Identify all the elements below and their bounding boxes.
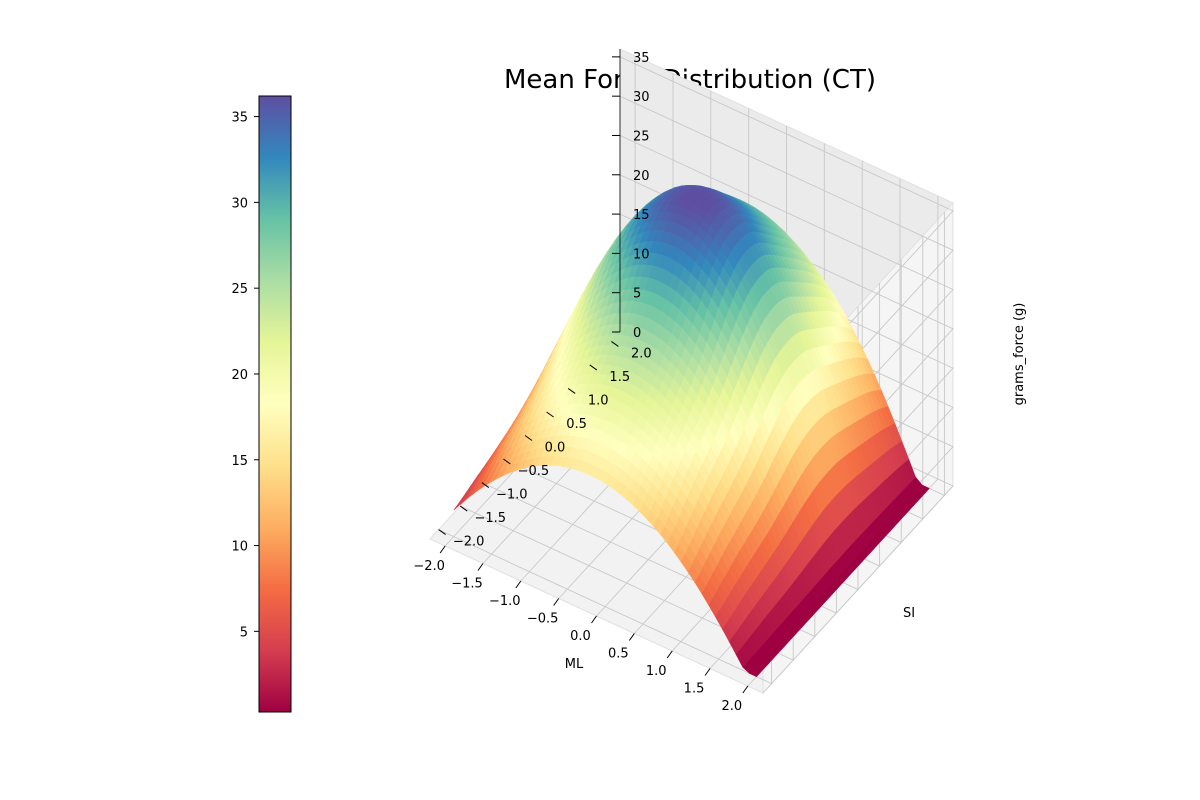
x-axis-tick [742, 685, 749, 694]
y-axis-tick [589, 364, 598, 371]
colorbar-tick-label: 35 [231, 111, 248, 126]
y-axis-tick [546, 411, 554, 418]
x-axis-label: ML [565, 657, 584, 672]
y-axis-tick-label: 0.5 [566, 417, 587, 432]
x-axis-tick-label: 1.5 [684, 682, 705, 697]
z-axis-label: grams_force (g) [1012, 303, 1027, 406]
surface-patch [453, 498, 465, 511]
colorbar-tick-label: 25 [231, 282, 248, 297]
z-axis-tick-label: 20 [633, 169, 650, 184]
x-axis-tick [628, 633, 635, 641]
colorbar-tick-label: 30 [231, 196, 248, 211]
y-axis-tick [524, 435, 533, 441]
colorbar-gradient [258, 95, 292, 713]
colorbar-tick-label: 20 [231, 368, 248, 383]
y-axis-tick [503, 458, 511, 465]
y-axis-tick-label: 0.0 [545, 441, 566, 456]
z-axis-tick-label: 15 [633, 208, 650, 223]
y-axis-tick [567, 388, 576, 394]
x-axis-tick-label: −1.5 [451, 577, 483, 592]
y-axis-tick-label: −2.0 [453, 535, 485, 550]
y-axis-tick [438, 529, 446, 535]
z-axis-tick-label: 5 [633, 287, 641, 302]
y-axis-tick-label: −0.5 [518, 464, 550, 479]
x-axis-tick [515, 580, 522, 589]
colorbar: 5 10 15 20 25 30 35 [231, 95, 292, 713]
z-axis-tick-label: 25 [633, 129, 650, 144]
x-axis-tick [439, 545, 446, 554]
y-axis-tick [611, 341, 619, 347]
colorbar-tick-label: 15 [231, 454, 248, 469]
x-axis-tick [666, 650, 673, 659]
x-axis-tick-label: 2.0 [722, 699, 743, 714]
y-axis-tick-label: −1.5 [474, 511, 506, 526]
y-axis-label: SI [903, 606, 915, 621]
y-axis-tick-label: 1.0 [588, 393, 609, 408]
y-axis-tick-label: −1.0 [496, 488, 528, 503]
x-axis-tick [553, 598, 560, 606]
x-axis-tick-label: −0.5 [527, 612, 559, 627]
y-axis-tick-label: 1.5 [609, 370, 630, 385]
z-axis-tick-label: 35 [633, 51, 650, 66]
x-axis-tick-label: 0.0 [570, 629, 591, 644]
colorbar-tick-label: 10 [231, 540, 248, 555]
surface-plot [453, 184, 930, 677]
x-axis-tick [591, 615, 597, 624]
x-axis-tick [477, 563, 484, 571]
x-axis-tick-label: −1.0 [489, 594, 521, 609]
z-axis-tick-label: 30 [633, 90, 650, 105]
x-axis-tick-label: 1.0 [646, 664, 667, 679]
x-axis-tick [704, 668, 711, 676]
z-axis-tick-label: 10 [633, 247, 650, 262]
y-axis-tick [459, 505, 468, 512]
x-axis-tick-label: 0.5 [608, 647, 629, 662]
y-axis-tick [481, 482, 490, 488]
colorbar-tick-label: 5 [240, 625, 248, 640]
axis-ticks: −2.0−1.5−1.0−0.50.00.51.01.52.0−2.0−1.5−… [413, 49, 749, 714]
x-axis-tick-label: −2.0 [413, 559, 445, 574]
y-axis-tick-label: 2.0 [631, 346, 652, 361]
z-axis-tick-label: 0 [633, 326, 641, 341]
